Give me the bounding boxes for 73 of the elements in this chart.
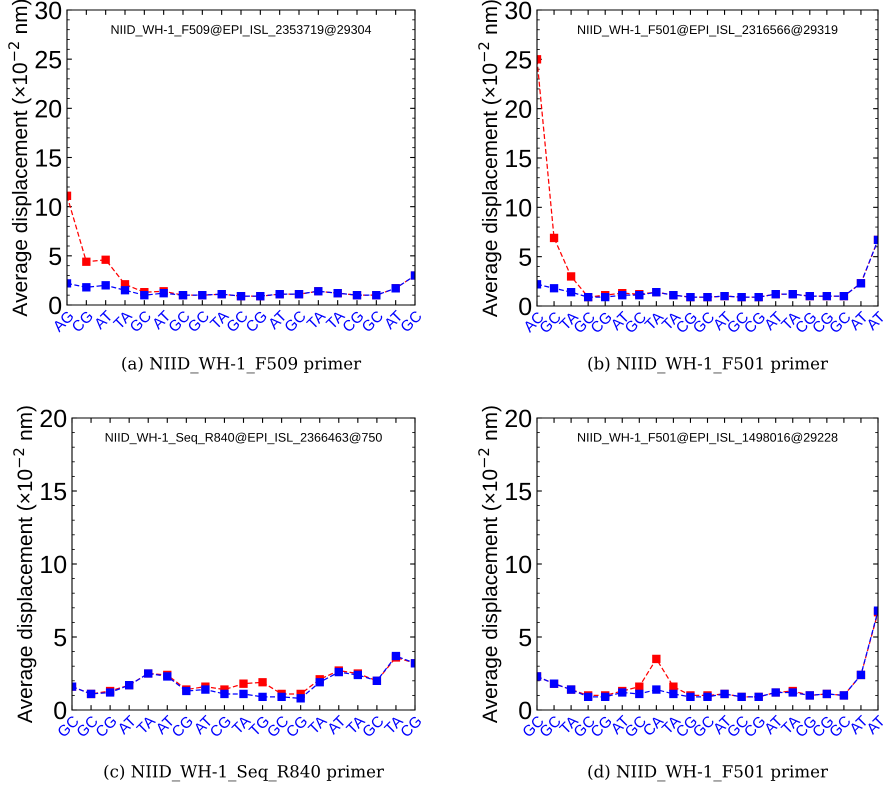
point bbox=[316, 678, 324, 686]
y-axis-title: Average displacement (×10$^{−2}$ nm) bbox=[478, 406, 502, 724]
point bbox=[652, 685, 661, 694]
point bbox=[258, 692, 267, 702]
point bbox=[566, 288, 576, 296]
y-tick-label: 5 bbox=[49, 248, 62, 266]
point bbox=[258, 678, 267, 686]
x-tick-label: TA bbox=[384, 714, 404, 735]
x-tick-label: TA bbox=[112, 310, 133, 330]
point bbox=[296, 694, 305, 702]
x-tick-label: GC bbox=[284, 310, 307, 333]
y-tick-label: 20 bbox=[506, 410, 532, 428]
x-tick-label: TA bbox=[306, 310, 326, 330]
y-tick-label: 25 bbox=[36, 50, 62, 68]
y-axis-title: Average displacement (×10$^{−2}$ nm) bbox=[13, 406, 36, 724]
x-tick-label: TA bbox=[136, 714, 156, 735]
x-tick-label: AT bbox=[93, 310, 114, 330]
point bbox=[102, 281, 110, 290]
y-tick-label: 20 bbox=[40, 410, 66, 428]
point bbox=[635, 682, 644, 691]
x-tick-label: AT bbox=[865, 714, 886, 735]
x-tick-label: AT bbox=[116, 714, 137, 735]
text: NIID_WH-1_F501@EPI_ISL_2316566@29319 bbox=[578, 24, 838, 36]
point bbox=[239, 690, 248, 698]
text: (c) NIID_WH-1_Seq_R840 primer bbox=[104, 764, 384, 782]
point bbox=[550, 234, 558, 242]
text: (d) NIID_WH-1_F501 primer bbox=[588, 764, 828, 782]
x-tick-label: GC bbox=[400, 310, 423, 333]
point bbox=[201, 685, 210, 694]
y-axis-title: Average displacement (×10$^{−2}$ nm) bbox=[8, 0, 32, 317]
x-tick-label: TA bbox=[345, 714, 366, 735]
y-tick-label: 30 bbox=[505, 2, 532, 20]
y-tick-label: 20 bbox=[506, 100, 532, 118]
x-tick-label: TA bbox=[209, 310, 230, 330]
point bbox=[82, 283, 90, 292]
point bbox=[102, 256, 110, 264]
y-tick-label: 10 bbox=[41, 556, 66, 574]
y-tick-label: 15 bbox=[506, 482, 532, 500]
y-tick-label: 5 bbox=[519, 248, 532, 266]
point bbox=[669, 690, 678, 698]
y-axis-title: Average displacement (×10$^{−2}$ nm) bbox=[478, 0, 502, 318]
point bbox=[635, 690, 644, 698]
y-tick-label: 15 bbox=[36, 149, 62, 167]
x-tick-label: AT bbox=[326, 714, 346, 735]
point bbox=[550, 284, 558, 292]
text: NIID_WH-1_F501@EPI_ISL_1498016@29228 bbox=[578, 432, 838, 444]
y-tick-label: 10 bbox=[506, 198, 532, 217]
text: NIID_WH-1_F509@EPI_ISL_2353719@29304 bbox=[112, 24, 372, 36]
x-tick-label: TA bbox=[307, 714, 328, 735]
point bbox=[220, 690, 229, 698]
point bbox=[669, 682, 678, 691]
text: (a) NIID_WH-1_F509 primer bbox=[122, 356, 362, 374]
point bbox=[566, 272, 576, 281]
x-tick-label: AT bbox=[865, 310, 886, 331]
point bbox=[239, 680, 248, 688]
x-tick-label: CG bbox=[209, 715, 232, 738]
point bbox=[120, 286, 130, 294]
y-tick-label: 20 bbox=[36, 100, 62, 118]
y-tick-label: 25 bbox=[506, 50, 532, 69]
point bbox=[82, 258, 90, 266]
y-tick-label: 5 bbox=[54, 628, 66, 646]
text: (b) NIID_WH-1_F501 primer bbox=[588, 356, 828, 374]
text: NIID_WH-1_Seq_R840@EPI_ISL_2366463@750 bbox=[106, 432, 382, 444]
y-tick-label: 10 bbox=[36, 198, 62, 216]
point bbox=[277, 692, 286, 702]
y-tick-label: 15 bbox=[41, 482, 66, 500]
x-tick-label: TA bbox=[325, 310, 346, 330]
point bbox=[652, 654, 661, 664]
y-tick-label: 10 bbox=[506, 556, 532, 574]
y-tick-label: 5 bbox=[519, 628, 532, 646]
y-tick-label: 30 bbox=[35, 2, 62, 20]
y-tick-label: 15 bbox=[506, 150, 532, 168]
point bbox=[140, 291, 148, 300]
